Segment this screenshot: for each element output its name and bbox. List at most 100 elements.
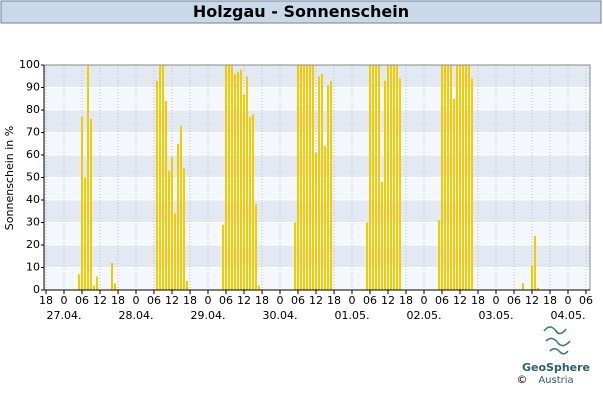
bar xyxy=(447,65,449,290)
logo-mark xyxy=(543,326,571,355)
bar xyxy=(93,285,95,290)
x-tick-label: 0 xyxy=(61,294,68,307)
copyright: © xyxy=(517,373,528,386)
bar xyxy=(186,281,188,290)
x-tick-label: 0 xyxy=(493,294,500,307)
date-label: 01.05. xyxy=(335,309,370,322)
logo xyxy=(543,326,571,355)
bar xyxy=(174,213,176,290)
bar xyxy=(114,283,116,290)
bar xyxy=(252,114,254,290)
x-tick-label: 06 xyxy=(219,294,233,307)
x-tick-label: 0 xyxy=(277,294,284,307)
x-tick-label: 12 xyxy=(525,294,539,307)
logo-subtext: Austria xyxy=(538,375,573,386)
band xyxy=(44,110,590,133)
x-tick-label: 12 xyxy=(237,294,251,307)
bar xyxy=(441,65,443,290)
bar xyxy=(168,170,170,290)
bar xyxy=(165,101,167,290)
bar xyxy=(243,94,245,290)
bar xyxy=(225,65,227,290)
bar xyxy=(444,65,446,290)
date-label: 03.05. xyxy=(479,309,514,322)
date-label: 04.05. xyxy=(551,309,586,322)
bar xyxy=(312,65,314,290)
date-label: 30.04. xyxy=(263,309,298,322)
y-tick-label: 60 xyxy=(26,148,40,161)
bar xyxy=(459,65,461,290)
bar xyxy=(84,177,86,290)
bar xyxy=(177,143,179,290)
bar xyxy=(81,116,83,290)
bar xyxy=(330,80,332,290)
bar xyxy=(387,65,389,290)
bar xyxy=(372,65,374,290)
y-tick-label: 30 xyxy=(26,216,40,229)
band xyxy=(44,132,590,155)
y-tick-label: 70 xyxy=(26,126,40,139)
date-label: 28.04. xyxy=(119,309,154,322)
bar xyxy=(162,65,164,290)
bar xyxy=(303,65,305,290)
bar xyxy=(171,157,173,290)
bar xyxy=(231,65,233,290)
bar xyxy=(522,283,524,290)
logo-text: GeoSphere xyxy=(522,361,590,374)
bar xyxy=(222,224,224,290)
band xyxy=(44,65,590,88)
bar xyxy=(294,222,296,290)
bar xyxy=(255,204,257,290)
x-tick-label: 12 xyxy=(453,294,467,307)
bar xyxy=(246,76,248,290)
bar xyxy=(393,65,395,290)
x-tick-label: 0 xyxy=(349,294,356,307)
bar xyxy=(249,116,251,290)
y-tick-label: 0 xyxy=(33,283,40,296)
bar xyxy=(159,65,161,290)
bar xyxy=(240,69,242,290)
bar xyxy=(78,274,80,290)
bar xyxy=(531,265,533,290)
x-tick-label: 06 xyxy=(507,294,521,307)
bar xyxy=(315,152,317,290)
chart-title: Holzgau - Sonnenschein xyxy=(193,2,409,21)
bar xyxy=(471,78,473,290)
bar xyxy=(327,85,329,290)
bar xyxy=(534,236,536,290)
bar xyxy=(378,65,380,290)
x-tick-label: 0 xyxy=(421,294,428,307)
bar xyxy=(537,287,539,290)
date-label: 02.05. xyxy=(407,309,442,322)
x-tick-label: 18 xyxy=(183,294,197,307)
x-tick-label: 12 xyxy=(165,294,179,307)
y-tick-label: 20 xyxy=(26,238,40,251)
x-tick-label: 18 xyxy=(399,294,413,307)
bar xyxy=(396,65,398,290)
bar xyxy=(306,65,308,290)
y-tick-label: 10 xyxy=(26,261,40,274)
bar xyxy=(180,125,182,290)
bar xyxy=(183,168,185,290)
x-tick-label: 12 xyxy=(309,294,323,307)
bar xyxy=(297,65,299,290)
bar xyxy=(234,74,236,290)
title-bar xyxy=(0,0,602,24)
bar xyxy=(156,80,158,290)
bar xyxy=(111,263,113,290)
x-tick-label: 18 xyxy=(543,294,557,307)
bar xyxy=(318,76,320,290)
x-tick-label: 12 xyxy=(381,294,395,307)
bar xyxy=(375,65,377,290)
bar xyxy=(381,182,383,290)
x-tick-label: 18 xyxy=(327,294,341,307)
x-tick-label: 06 xyxy=(363,294,377,307)
band xyxy=(44,87,590,110)
x-tick-label: 0 xyxy=(565,294,572,307)
bar xyxy=(258,285,260,290)
x-tick-label: 12 xyxy=(93,294,107,307)
bar xyxy=(468,65,470,290)
bar xyxy=(465,65,467,290)
